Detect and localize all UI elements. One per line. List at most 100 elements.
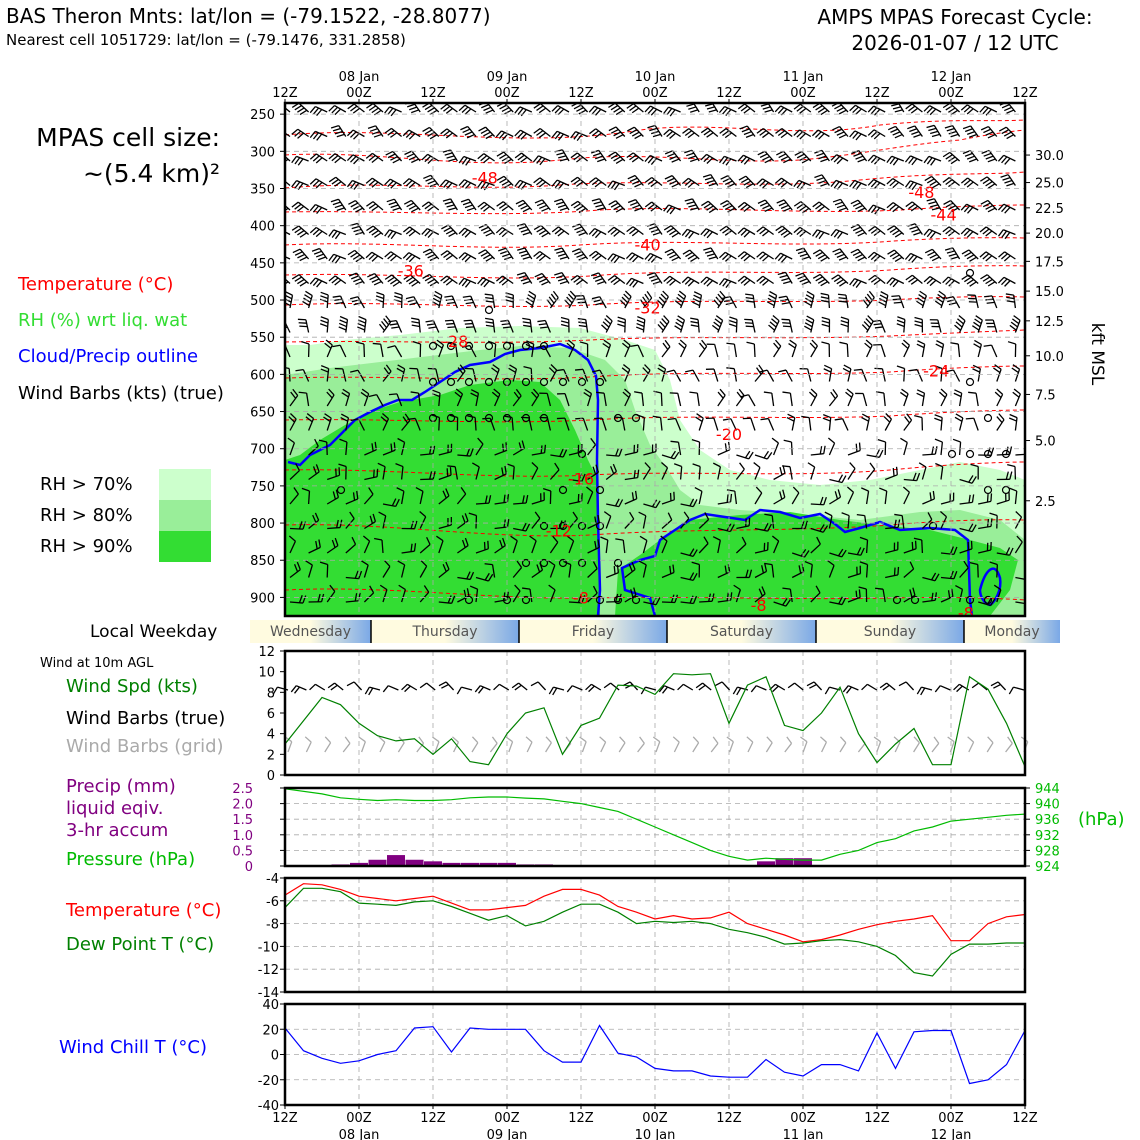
wind-barb — [419, 491, 424, 505]
wind-barb-flag — [461, 279, 468, 287]
wind-barb-flag — [384, 178, 391, 186]
wind-barb-flag — [443, 180, 450, 188]
wind-barb-flag — [771, 437, 779, 444]
wind-barb — [847, 573, 861, 579]
wind-barb-flag — [590, 437, 597, 446]
wind-barb — [661, 368, 667, 382]
wind-barb-flag — [613, 230, 621, 237]
wind-barb-flag — [911, 131, 920, 135]
wind-barb — [582, 369, 589, 382]
wind-barb-flag — [386, 198, 395, 203]
weekday-axis-label: Local Weekday — [90, 622, 218, 642]
wind-barb-flag — [555, 368, 564, 372]
wind-barb-flag — [647, 156, 654, 164]
wind-barb-flag — [623, 339, 631, 346]
wind-barb-flag — [291, 128, 299, 135]
wind-barb-flag — [390, 204, 399, 209]
wind-barb-flag — [480, 278, 487, 286]
wind-barb-flag — [652, 280, 661, 285]
wind-barb-flag — [846, 388, 854, 395]
precip-bar — [387, 855, 405, 866]
wind-barb-flag — [657, 367, 665, 373]
wind-barb-flag — [529, 535, 537, 542]
calm-marker — [558, 521, 568, 531]
wind-barb-flag — [908, 254, 915, 262]
wind-barb-flag — [602, 342, 610, 349]
wind-barb-true — [940, 685, 951, 691]
wind-barb-flag — [652, 596, 657, 605]
wind-barb — [789, 589, 793, 603]
wind-barb-flag — [857, 158, 866, 163]
wind-barb — [285, 132, 291, 138]
wind-barb-flag — [466, 588, 470, 597]
wind-barb-flag — [610, 228, 618, 235]
wind-barb-flag — [686, 103, 695, 107]
wind-barb-flag — [804, 520, 808, 529]
wind-barb-flag — [319, 561, 328, 566]
wind-barb-flag — [815, 105, 823, 111]
wind-barb — [677, 393, 682, 407]
wind-barb-flag — [946, 127, 955, 132]
wind-barb-flag — [367, 125, 376, 130]
wind-barb — [677, 442, 682, 456]
height-tick-label: 20.0 — [1035, 227, 1064, 242]
wind-barb-flag — [780, 255, 788, 263]
wind-barb-flag — [537, 319, 546, 323]
wind-barb-flag — [688, 106, 697, 110]
wind-barb-flag — [522, 280, 531, 285]
wind-barb — [975, 393, 979, 407]
wind-barb-flag — [514, 584, 521, 592]
wind-barb-flag — [718, 155, 725, 164]
calm-marker — [1001, 485, 1011, 495]
axis-tick-label: 2.0 — [232, 798, 253, 813]
wind-barb — [789, 466, 793, 480]
wind-barb-flag — [464, 322, 473, 325]
wind-barb-flag — [331, 255, 338, 263]
wind-barb-flag — [407, 103, 415, 108]
wind-barb-flag — [868, 290, 875, 298]
wind-barb-true — [553, 686, 565, 691]
wind-barb-flag — [722, 157, 729, 165]
wind-barb-flag — [740, 105, 748, 112]
calm-marker — [521, 595, 531, 605]
wind-barb-flag — [896, 319, 905, 324]
wind-barb-flag — [539, 158, 546, 166]
wind-barb-flag — [743, 279, 751, 286]
wind-barb-grid — [876, 741, 882, 753]
wind-barb-flag — [402, 129, 410, 137]
wind-barb-flag — [967, 206, 974, 214]
wind-barb-flag — [1003, 131, 1012, 137]
wind-barb-flag — [811, 129, 819, 137]
wind-barb-flag — [690, 320, 699, 324]
wind-barb-flag — [383, 367, 390, 375]
wind-barb-flag — [712, 536, 721, 541]
wind-barb-flag — [646, 291, 653, 299]
wind-barb-flag — [982, 107, 989, 115]
wind-barb-flag — [534, 272, 543, 278]
wind-barb — [512, 395, 522, 407]
wind-barb — [326, 394, 335, 407]
wind-barb-flag — [982, 253, 990, 260]
wind-barb-flag — [462, 201, 471, 206]
wind-barb — [922, 498, 935, 505]
wind-barb-flag — [518, 250, 527, 254]
wind-barb-grid — [287, 741, 293, 753]
cell-size-value: ~(5.4 km)² — [82, 159, 220, 188]
wind-barb-flag — [971, 494, 975, 503]
calm-marker — [965, 268, 975, 278]
wind-barb-flag — [566, 342, 574, 349]
wind-barb-flag — [538, 107, 547, 114]
wind-barb-flag — [360, 391, 368, 398]
wind-barb-flag — [551, 179, 558, 187]
wind-barb-flag — [380, 416, 388, 423]
weekday-label: Thursday — [411, 624, 477, 640]
wind-barb-flag — [411, 109, 419, 114]
wind-barb-flag — [306, 413, 314, 419]
wind-barb-grid-flag — [1007, 736, 1013, 744]
wind-barb — [624, 498, 637, 505]
wind-barb-true-flag — [772, 685, 779, 693]
wind-barb — [382, 589, 388, 603]
height-axis-label: kft MSL — [1087, 323, 1107, 386]
wind-barb-flag — [908, 276, 916, 283]
wind-barb-flag — [886, 202, 894, 209]
